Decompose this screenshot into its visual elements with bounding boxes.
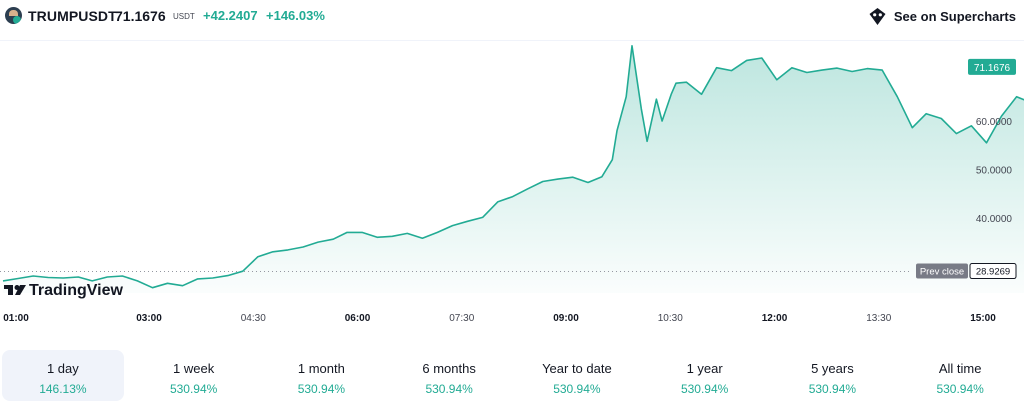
last-price-tag-label: 71.1676	[974, 63, 1011, 74]
watermark-text: TradingView	[29, 282, 124, 299]
token-avatar-icon	[5, 7, 22, 24]
tab-6-months[interactable]: 6 months 530.94%	[385, 350, 513, 401]
y-axis: 40.0000 50.0000 60.0000 71.1676 Prev close 28…	[916, 58, 1017, 280]
supercharts-label: See on Supercharts	[893, 8, 1016, 24]
prev-close-value-tag	[969, 263, 1017, 280]
x-tick-label: 03:00	[136, 313, 162, 324]
tab-label: All time	[938, 361, 982, 376]
y-tick-label: 50.0000	[976, 165, 1013, 176]
supercharts-diamond-icon	[868, 7, 887, 26]
x-tick-label: 15:00	[970, 313, 996, 324]
tab-change: 530.94%	[808, 382, 857, 396]
tab-change: 530.94%	[680, 382, 729, 396]
tab-label: 6 months	[422, 361, 476, 376]
tab-1-day[interactable]: 1 day 146.13%	[2, 350, 124, 401]
price-chart[interactable]: TradingView 40.0000 50.0000 60.0000 71.1676…	[0, 41, 1024, 341]
price-change: +42.2407	[203, 8, 258, 23]
x-tick-label: 13:30	[866, 313, 891, 324]
tab-change: 530.94%	[936, 382, 984, 396]
x-tick-label: 07:30	[449, 313, 474, 324]
price-line	[2, 45, 1024, 289]
range-tabs: 1 day 146.13% 1 week 530.94% 1 month 530.94…	[0, 350, 1024, 401]
tab-label: 1 month	[297, 361, 345, 376]
prev-close-tag	[916, 263, 968, 279]
x-tick-label: 12:00	[762, 313, 788, 324]
symbol-header: TRUMPUSDT 71.1676 USDT +42.2407 +146.03%…	[0, 0, 1024, 32]
header-divider	[0, 40, 1024, 41]
tab-all-time[interactable]: All time 530.94%	[896, 350, 1024, 401]
prev-close-tag-label: Prev close	[920, 267, 964, 278]
price-currency: USDT	[173, 12, 195, 21]
tab-1-year[interactable]: 1 year 530.94%	[641, 350, 769, 401]
tradingview-logo-icon	[4, 285, 26, 295]
tab-change: 530.94%	[553, 382, 601, 396]
price-area-fill	[3, 45, 1024, 293]
x-tick-label: 04:30	[241, 313, 266, 324]
plot-area	[0, 45, 1024, 293]
x-axis: 01:00 03:00 04:30 06:00 07:30 09:00 10:30 12:00…	[3, 313, 996, 324]
last-price-tag	[968, 58, 1016, 75]
x-tick-label: 06:00	[345, 313, 371, 324]
x-tick-label: 10:30	[658, 313, 683, 324]
tab-change: 530.94%	[169, 382, 218, 396]
tab-label: 1 week	[173, 361, 215, 376]
tab-5-years[interactable]: 5 years 530.94%	[769, 350, 897, 401]
tab-change: 530.94%	[297, 382, 346, 396]
price-change-percent: +146.03%	[266, 8, 325, 23]
x-tick-label: 01:00	[3, 313, 29, 324]
tab-change: 146.13%	[39, 382, 87, 396]
tab-year-to-date[interactable]: Year to date 530.94%	[513, 350, 641, 401]
tradingview-watermark: TradingView	[4, 282, 124, 299]
y-tick-label: 40.0000	[976, 214, 1013, 225]
tab-label: Year to date	[542, 361, 612, 376]
symbol-name[interactable]: TRUMPUSDT	[28, 8, 117, 24]
tab-change: 530.94%	[425, 382, 473, 396]
tab-label: 1 day	[46, 361, 79, 376]
y-tick-label: 60.0000	[976, 117, 1013, 128]
tab-1-month[interactable]: 1 month 530.94%	[258, 350, 386, 401]
tab-1-week[interactable]: 1 week 530.94%	[130, 350, 258, 401]
prev-close-value-label: 28.9269	[976, 267, 1010, 278]
last-price: 71.1676	[115, 8, 166, 24]
tab-label: 5 years	[811, 361, 854, 376]
see-on-supercharts-link[interactable]: See on Supercharts	[868, 5, 1016, 27]
tab-label: 1 year	[686, 361, 723, 376]
x-tick-label: 09:00	[553, 313, 579, 324]
